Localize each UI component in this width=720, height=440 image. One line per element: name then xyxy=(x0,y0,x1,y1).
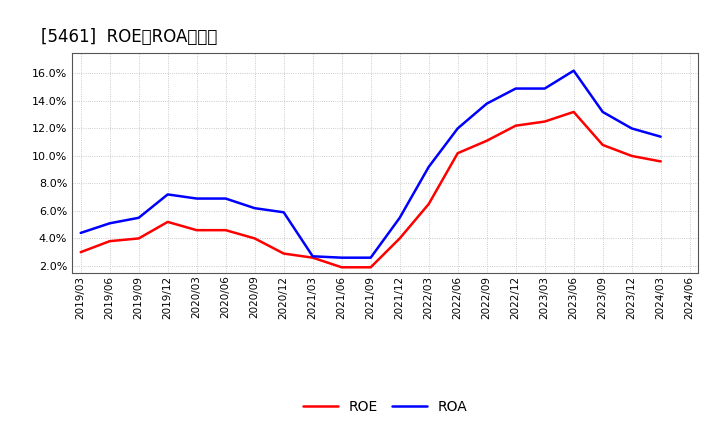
ROA xyxy=(454,126,462,131)
ROE xyxy=(482,138,491,143)
ROE xyxy=(570,109,578,114)
ROA xyxy=(338,255,346,260)
ROA xyxy=(76,230,85,235)
ROE xyxy=(657,159,665,164)
ROA xyxy=(105,220,114,226)
ROE xyxy=(251,236,259,241)
ROE xyxy=(192,227,201,233)
ROE xyxy=(76,249,85,255)
ROA xyxy=(541,86,549,91)
ROE xyxy=(163,219,172,224)
ROE xyxy=(395,236,404,241)
ROE xyxy=(105,238,114,244)
ROA xyxy=(192,196,201,201)
ROA xyxy=(163,192,172,197)
Line: ROA: ROA xyxy=(81,71,661,258)
ROA xyxy=(598,109,607,114)
ROE xyxy=(366,264,375,270)
ROE xyxy=(454,150,462,156)
ROA xyxy=(657,134,665,139)
ROE xyxy=(221,227,230,233)
ROE xyxy=(135,236,143,241)
ROE xyxy=(338,264,346,270)
ROE xyxy=(627,153,636,158)
ROE xyxy=(424,202,433,207)
ROE xyxy=(308,255,317,260)
ROE xyxy=(511,123,520,128)
Legend: ROE, ROA: ROE, ROA xyxy=(297,394,473,419)
ROA xyxy=(279,209,288,215)
ROA xyxy=(570,68,578,73)
ROA xyxy=(366,255,375,260)
Line: ROE: ROE xyxy=(81,112,661,267)
ROA xyxy=(482,101,491,106)
ROA xyxy=(395,215,404,220)
ROE xyxy=(598,142,607,147)
ROA xyxy=(511,86,520,91)
ROA xyxy=(135,215,143,220)
Text: [5461]  ROE、ROAの推移: [5461] ROE、ROAの推移 xyxy=(40,28,217,46)
ROA xyxy=(424,164,433,169)
ROA xyxy=(308,253,317,259)
ROE xyxy=(279,251,288,256)
ROE xyxy=(541,119,549,124)
ROA xyxy=(251,205,259,211)
ROA xyxy=(627,126,636,131)
ROA xyxy=(221,196,230,201)
